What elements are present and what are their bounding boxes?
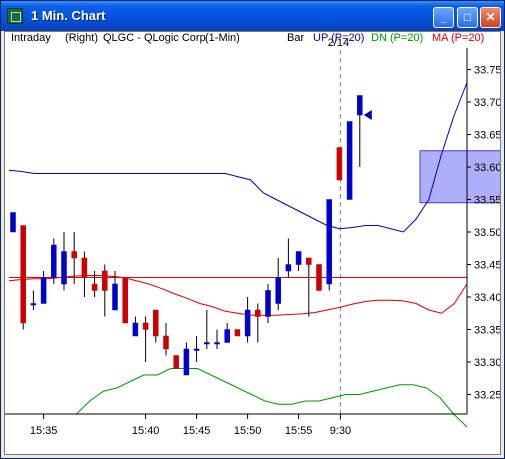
x-tick-label: 15:55 (285, 425, 313, 437)
y-tick-label: 33.35 (474, 325, 500, 337)
y-tick-label: 33.50 (474, 227, 500, 239)
candle-body[interactable] (132, 322, 139, 337)
dn-legend: DN (P=20) (371, 32, 424, 44)
candle-body[interactable] (316, 264, 322, 291)
series-line-1 (8, 82, 468, 233)
title-bar[interactable]: 1 Min. Chart _ □ ✕ (1, 1, 504, 31)
y-tick-label: 33.30 (474, 357, 500, 369)
candle-body[interactable] (357, 95, 363, 116)
candle-body[interactable] (255, 309, 261, 317)
series-line-2 (9, 368, 468, 428)
candle-body[interactable] (61, 251, 67, 285)
candle-body[interactable] (306, 257, 312, 265)
minimize-button[interactable]: _ (433, 7, 454, 28)
period-label: Intraday (11, 32, 51, 44)
x-tick-label: 15:50 (234, 425, 262, 437)
x-tick-label: 15:35 (30, 425, 58, 437)
y-tick-label: 33.40 (474, 292, 500, 304)
up-legend: UP (P=20) (313, 32, 365, 44)
candle-body[interactable] (30, 303, 37, 306)
window-title: 1 Min. Chart (31, 8, 106, 23)
candle-body[interactable] (142, 322, 149, 330)
y-tick-label: 33.70 (474, 97, 500, 109)
candle-body[interactable] (326, 199, 332, 285)
y-tick-label: 33.65 (474, 130, 500, 142)
candle-body[interactable] (153, 309, 159, 337)
candle-body[interactable] (224, 329, 230, 343)
candle-body[interactable] (163, 335, 169, 350)
price-chart[interactable]: 2/14 33.75 33.70 33.65 33.60 33.55 33.50 33.45 3… (5, 32, 500, 454)
series-line-3 (8, 275, 468, 316)
y-tick-label: 33.60 (474, 162, 500, 174)
candle-body[interactable] (122, 277, 128, 324)
x-tick-label: 9:30 (330, 425, 351, 437)
candle-body[interactable] (285, 264, 292, 272)
maximize-button[interactable]: □ (457, 7, 478, 28)
candle-body[interactable] (275, 277, 281, 304)
candle-body[interactable] (91, 283, 98, 291)
candle-body[interactable] (71, 251, 77, 259)
y-tick-label: 33.55 (474, 195, 500, 207)
candle-body[interactable] (193, 348, 200, 351)
candle-body[interactable] (51, 244, 57, 278)
chart-area[interactable]: Intraday (Right) QLGC - QLogic Corp (1-M… (4, 31, 501, 455)
candle-body[interactable] (295, 251, 302, 265)
candle-body[interactable] (81, 257, 88, 278)
app-icon[interactable] (7, 8, 23, 24)
y-tick-label: 33.25 (474, 390, 500, 402)
y-tick-label: 33.75 (474, 65, 500, 77)
axis-side-label: (Right) (65, 32, 99, 44)
interval-label: (1-Min) (205, 32, 240, 44)
candle-body[interactable] (183, 348, 190, 376)
symbol-label: QLGC - QLogic Corp (103, 32, 206, 44)
close-button[interactable]: ✕ (480, 7, 501, 28)
style-label: Bar (287, 32, 305, 44)
candle-body[interactable] (204, 342, 210, 345)
x-tick-label: 15:45 (183, 425, 211, 437)
candle-body[interactable] (112, 283, 118, 311)
y-tick-label: 33.45 (474, 260, 500, 272)
candle-body[interactable] (265, 290, 271, 317)
candle-body[interactable] (173, 355, 179, 369)
candle-body[interactable] (10, 212, 16, 233)
candle-body[interactable] (20, 225, 26, 324)
ma-legend: MA (P=20) (432, 32, 485, 44)
date-label: 2/14 (328, 37, 349, 49)
last-price-marker (363, 110, 372, 120)
candle-body[interactable] (346, 121, 353, 200)
candle-body[interactable] (214, 342, 220, 345)
candle-body[interactable] (40, 277, 47, 304)
candle-body[interactable] (244, 309, 251, 337)
candle-body[interactable] (336, 147, 343, 181)
candle-body[interactable] (102, 270, 108, 291)
candle-body[interactable] (234, 329, 241, 337)
x-tick-label: 15:40 (132, 425, 160, 437)
highlight-box[interactable] (419, 150, 500, 204)
